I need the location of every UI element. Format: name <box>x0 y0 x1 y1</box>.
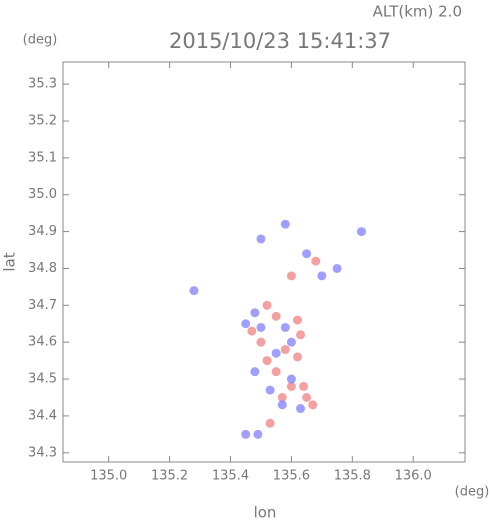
x-axis-label: lon <box>254 504 277 521</box>
x-tick-label: 135.6 <box>273 469 310 484</box>
echo-cell <box>302 249 312 259</box>
echo-cell <box>271 311 281 321</box>
echo-cell <box>277 392 287 402</box>
y-tick-label: 34.6 <box>28 335 57 350</box>
echo-cell <box>293 315 302 325</box>
y-tick-label: 35.1 <box>28 150 57 165</box>
echo-cell <box>356 227 366 237</box>
echo-cell <box>299 381 309 391</box>
x-tick-label: 135.2 <box>151 469 188 484</box>
plot-frame <box>62 61 466 463</box>
echo-cell <box>302 392 312 402</box>
echo-cell <box>296 404 306 414</box>
echo-cell <box>286 337 296 347</box>
y-tick-label: 34.3 <box>28 445 57 460</box>
echo-cell <box>247 326 257 336</box>
echo-cell <box>280 345 290 355</box>
chart-title: 2015/10/23 15:41:37 <box>169 29 391 53</box>
echo-cell <box>271 367 281 377</box>
echo-cell <box>277 400 287 410</box>
altitude: ALT(km) 2.0 <box>373 3 462 21</box>
x-tick-label: 135.4 <box>212 469 249 484</box>
y-tick-label: 34.9 <box>28 224 57 239</box>
echo-cell <box>317 271 327 281</box>
echo-cell <box>332 263 342 273</box>
echo-cell <box>280 219 290 229</box>
y-axis-label: lat <box>1 252 19 271</box>
echo-cell <box>308 400 318 410</box>
y-tick-label: 34.8 <box>28 261 57 276</box>
echo-cell <box>250 367 260 377</box>
y-tick-label: 35.3 <box>28 77 57 92</box>
echo-cell <box>189 286 199 296</box>
y-tick-label: 34.7 <box>28 298 57 313</box>
x-tick-label: 135.0 <box>90 469 127 484</box>
echo-cell <box>256 322 266 332</box>
echo-cell <box>296 330 306 340</box>
echo-cell <box>293 352 302 362</box>
echo-cell <box>241 319 251 329</box>
y-unit: (deg) <box>23 33 58 48</box>
echo-cell <box>256 234 266 244</box>
y-tick-label: 34.4 <box>28 408 57 423</box>
echo-cell <box>250 308 260 318</box>
echo-cell <box>286 381 296 391</box>
echo-cell <box>262 356 272 366</box>
echo-cell <box>271 348 281 358</box>
echo-cell <box>311 256 321 266</box>
echo-cell <box>286 374 296 384</box>
echo-cell <box>265 418 275 428</box>
x-tick-label: 135.8 <box>334 469 371 484</box>
y-tick-label: 34.5 <box>28 372 57 387</box>
x-tick-label: 136.0 <box>395 469 432 484</box>
echo-cell <box>241 429 251 439</box>
echo-cell <box>262 300 272 310</box>
x-unit: (deg) <box>455 485 490 500</box>
echo-cell <box>253 429 263 439</box>
echo-cell <box>280 322 290 332</box>
echo-cell <box>256 337 266 347</box>
echo-cell <box>286 271 296 281</box>
y-tick-label: 35.2 <box>28 113 57 128</box>
y-tick-label: 35.0 <box>28 187 57 202</box>
echo-cell <box>265 385 275 395</box>
